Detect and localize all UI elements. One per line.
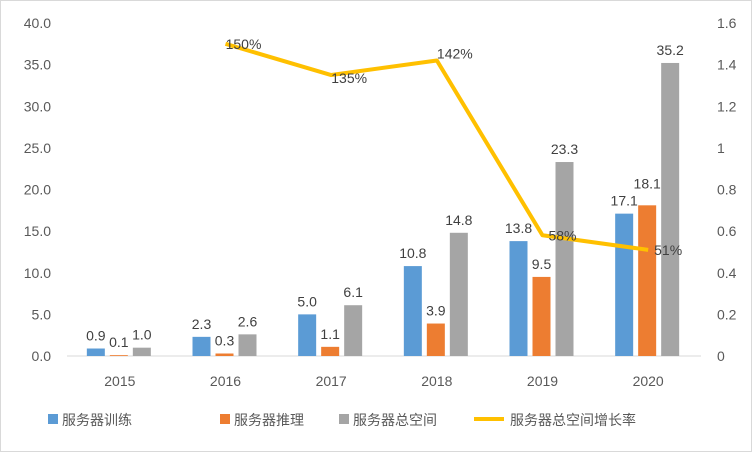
bar-服务器总空间 [132,347,151,356]
x-tick-label: 2020 [633,373,664,389]
data-label: 17.1 [611,193,638,209]
x-tick-label: 2016 [210,373,241,389]
y2-tick-label: 0.8 [717,182,737,198]
bar-服务器训练 [509,241,528,356]
data-label: 13.8 [505,220,532,236]
data-label: 2.3 [192,316,212,332]
y-tick-label: 20.0 [24,182,51,198]
y2-tick-label: 0.4 [717,265,737,281]
y2-tick-label: 1.2 [717,98,737,114]
y-tick-label: 10.0 [24,265,51,281]
legend-swatch [220,414,230,424]
bar-服务器训练 [192,336,211,356]
y-tick-label: 35.0 [24,57,51,73]
bar-服务器总空间 [238,334,257,356]
data-label: 23.3 [551,141,578,157]
data-label: 3.9 [426,303,446,319]
x-tick-label: 2015 [104,373,135,389]
bar-服务器训练 [403,266,422,356]
line-服务器总空间增长率 [224,41,649,252]
data-label: 5.0 [297,293,317,309]
x-tick-label: 2018 [421,373,452,389]
data-label: 2.6 [238,313,258,329]
bar-服务器推理 [532,276,551,356]
line-data-label: 58% [548,227,576,243]
y-tick-label: 40.0 [24,15,51,31]
bar-服务器训练 [298,314,317,356]
data-label: 1.1 [320,326,340,342]
y-tick-label: 0.0 [32,348,52,364]
legend-label: 服务器推理 [234,413,304,429]
data-label: 1.0 [132,327,152,343]
bar-服务器推理 [109,355,128,356]
legend-label: 服务器训练 [62,413,132,429]
data-label: 0.1 [109,334,129,350]
data-label: 35.2 [657,42,684,58]
y-tick-label: 5.0 [32,306,52,322]
legend-label: 服务器总空间增长率 [510,412,636,429]
y2-tick-label: 0 [717,348,725,364]
bar-服务器训练 [615,213,634,356]
y2-tick-label: 0.2 [717,306,737,322]
line-data-label: 135% [331,70,367,86]
y2-tick-label: 1.6 [717,15,737,31]
line-data-label: 51% [654,242,682,258]
y-tick-label: 25.0 [24,140,51,156]
data-label: 14.8 [445,212,472,228]
bar-服务器总空间 [555,162,574,356]
legend-label: 服务器总空间 [353,413,437,429]
line-data-label: 142% [437,45,473,61]
bar-服务器总空间 [344,305,363,356]
data-label: 18.1 [634,176,661,192]
bar-服务器推理 [426,323,445,356]
data-label: 6.1 [343,284,363,300]
bar-服务器总空间 [449,232,468,356]
bar-服务器推理 [321,346,340,356]
x-tick-label: 2019 [527,373,558,389]
data-label: 0.3 [215,333,235,349]
data-label: 0.9 [86,328,106,344]
y2-tick-label: 1.4 [717,57,737,73]
line-data-label: 150% [226,36,262,52]
x-tick-label: 2017 [316,373,347,389]
y-tick-label: 30.0 [24,98,51,114]
bar-服务器总空间 [661,62,680,357]
y-tick-label: 15.0 [24,223,51,239]
y2-tick-label: 0.6 [717,223,737,239]
bar-服务器推理 [215,353,234,356]
data-label: 10.8 [399,245,426,261]
y2-tick-label: 1 [717,140,725,156]
legend-swatch [48,414,58,424]
bar-服务器训练 [86,348,105,356]
bar-服务器推理 [638,205,657,356]
data-label: 9.5 [532,256,552,272]
legend-swatch [339,414,349,424]
